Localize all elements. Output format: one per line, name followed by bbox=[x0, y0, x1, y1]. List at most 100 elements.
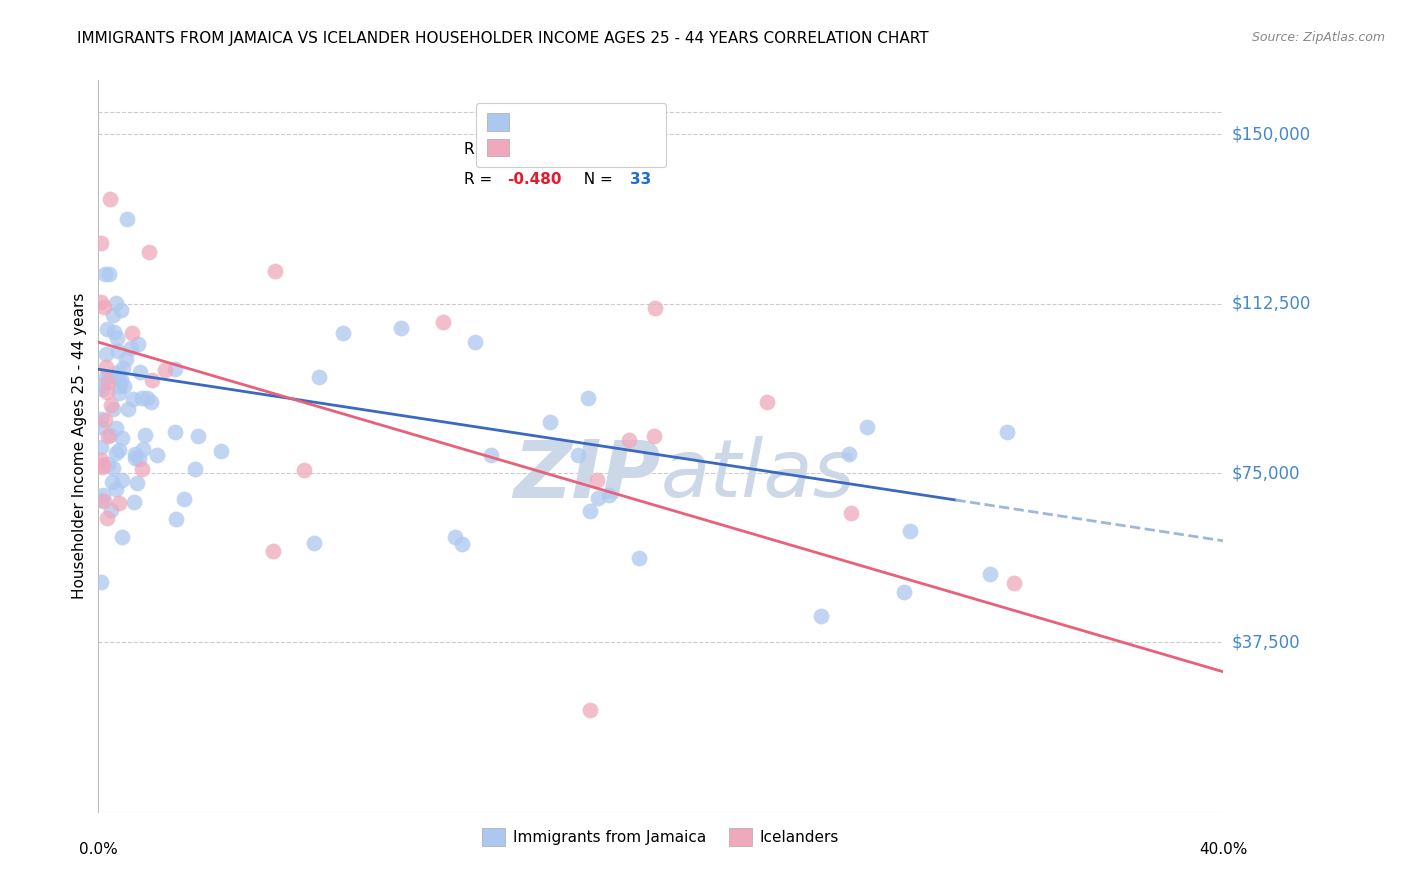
Point bbox=[104, 446, 127, 460]
Point bbox=[90, 378, 112, 392]
Text: R =: R = bbox=[464, 142, 498, 157]
Point bbox=[107, 385, 129, 400]
Point bbox=[131, 391, 153, 405]
Point bbox=[90, 493, 112, 508]
Point bbox=[90, 412, 112, 426]
Point bbox=[122, 494, 145, 508]
Point bbox=[132, 442, 155, 456]
Point bbox=[90, 420, 112, 434]
Point bbox=[432, 315, 454, 329]
Point bbox=[264, 264, 287, 278]
Point bbox=[121, 392, 143, 406]
Point bbox=[756, 394, 779, 409]
Point bbox=[101, 475, 124, 490]
Point bbox=[97, 376, 120, 390]
Point bbox=[155, 363, 177, 377]
Text: 87: 87 bbox=[630, 142, 652, 157]
Point bbox=[105, 482, 128, 496]
Point bbox=[643, 428, 665, 442]
Text: N =: N = bbox=[574, 142, 617, 157]
Point bbox=[855, 420, 877, 434]
Point bbox=[97, 458, 120, 472]
Point bbox=[586, 491, 609, 506]
Point bbox=[100, 397, 122, 411]
Point bbox=[995, 425, 1018, 439]
Point bbox=[93, 494, 115, 508]
Point bbox=[576, 391, 599, 405]
Point bbox=[94, 268, 117, 282]
Point bbox=[103, 402, 125, 417]
Text: $37,500: $37,500 bbox=[1232, 633, 1301, 651]
Point bbox=[893, 585, 915, 599]
Point bbox=[98, 267, 121, 281]
Point bbox=[141, 373, 163, 387]
Point bbox=[91, 458, 114, 472]
Point bbox=[90, 236, 112, 251]
Text: $75,000: $75,000 bbox=[1232, 464, 1301, 482]
Point bbox=[94, 369, 117, 384]
Point bbox=[131, 462, 153, 476]
Point bbox=[262, 543, 284, 558]
Point bbox=[127, 336, 149, 351]
Point bbox=[644, 301, 666, 315]
Point bbox=[1002, 575, 1025, 590]
Point bbox=[124, 447, 146, 461]
Point bbox=[450, 537, 472, 551]
Point bbox=[105, 420, 128, 434]
Point bbox=[90, 440, 112, 454]
Point bbox=[94, 347, 117, 361]
Point bbox=[598, 488, 620, 502]
Point bbox=[839, 506, 862, 520]
Point bbox=[121, 326, 143, 340]
Point bbox=[139, 394, 162, 409]
Point bbox=[538, 415, 561, 429]
Point bbox=[579, 504, 602, 518]
Text: N =: N = bbox=[574, 172, 617, 187]
Point bbox=[117, 402, 139, 417]
Text: ZIP: ZIP bbox=[513, 436, 661, 515]
Point bbox=[110, 373, 132, 387]
Text: 40.0%: 40.0% bbox=[1199, 842, 1247, 857]
Point bbox=[898, 524, 921, 538]
Point bbox=[111, 431, 134, 445]
Point bbox=[107, 365, 129, 379]
Point bbox=[304, 536, 326, 550]
Text: Source: ZipAtlas.com: Source: ZipAtlas.com bbox=[1251, 31, 1385, 45]
Point bbox=[292, 462, 315, 476]
Point bbox=[96, 321, 118, 335]
Text: $150,000: $150,000 bbox=[1232, 126, 1310, 144]
Point bbox=[124, 451, 146, 466]
Point bbox=[128, 365, 150, 379]
Point bbox=[332, 326, 354, 340]
Point bbox=[163, 425, 186, 439]
Text: R =: R = bbox=[464, 172, 498, 187]
Text: 0.0%: 0.0% bbox=[79, 842, 118, 857]
Point bbox=[184, 462, 207, 476]
Point bbox=[94, 412, 117, 426]
Point bbox=[112, 379, 135, 393]
Point bbox=[98, 427, 121, 442]
Point bbox=[619, 434, 641, 448]
Point bbox=[90, 452, 112, 467]
Point bbox=[93, 300, 115, 314]
Point bbox=[464, 335, 486, 350]
Point bbox=[101, 460, 124, 475]
Point bbox=[108, 378, 131, 392]
Point bbox=[979, 567, 1001, 582]
Point bbox=[97, 428, 120, 442]
Text: -0.480: -0.480 bbox=[506, 172, 561, 187]
Text: atlas: atlas bbox=[661, 436, 856, 515]
Point bbox=[165, 511, 187, 525]
Point bbox=[100, 193, 122, 207]
Point bbox=[838, 447, 860, 461]
Point bbox=[165, 362, 187, 376]
Point bbox=[146, 448, 169, 462]
Legend: Immigrants from Jamaica, Icelanders: Immigrants from Jamaica, Icelanders bbox=[477, 822, 845, 852]
Text: 33: 33 bbox=[630, 172, 652, 187]
Point bbox=[90, 383, 112, 397]
Point bbox=[107, 370, 129, 384]
Point bbox=[105, 331, 128, 345]
Point bbox=[94, 359, 117, 374]
Point bbox=[136, 391, 159, 405]
Point bbox=[107, 496, 129, 510]
